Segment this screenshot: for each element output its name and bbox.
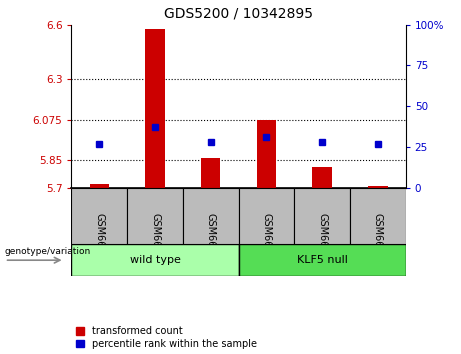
- Bar: [71, 188, 127, 244]
- Bar: [238, 188, 294, 244]
- Legend: transformed count, percentile rank within the sample: transformed count, percentile rank withi…: [77, 326, 257, 349]
- Bar: [350, 188, 406, 244]
- Bar: [257, 120, 276, 188]
- Bar: [183, 188, 238, 244]
- Text: KLF5 null: KLF5 null: [297, 255, 348, 265]
- Bar: [71, 244, 239, 276]
- Bar: [145, 29, 165, 188]
- Text: GSM665448: GSM665448: [317, 213, 327, 272]
- Title: GDS5200 / 10342895: GDS5200 / 10342895: [164, 7, 313, 21]
- Text: GSM665446: GSM665446: [261, 213, 272, 272]
- Bar: [89, 184, 109, 188]
- Bar: [238, 244, 406, 276]
- Text: wild type: wild type: [130, 255, 180, 265]
- Bar: [201, 158, 220, 188]
- Text: GSM665451: GSM665451: [95, 213, 104, 272]
- Bar: [313, 167, 332, 188]
- Bar: [127, 188, 183, 244]
- Text: GSM665454: GSM665454: [206, 213, 216, 272]
- Text: genotype/variation: genotype/variation: [5, 247, 91, 256]
- Bar: [294, 188, 350, 244]
- Text: GSM665453: GSM665453: [150, 213, 160, 272]
- Text: GSM665449: GSM665449: [373, 213, 383, 272]
- Bar: [368, 186, 388, 188]
